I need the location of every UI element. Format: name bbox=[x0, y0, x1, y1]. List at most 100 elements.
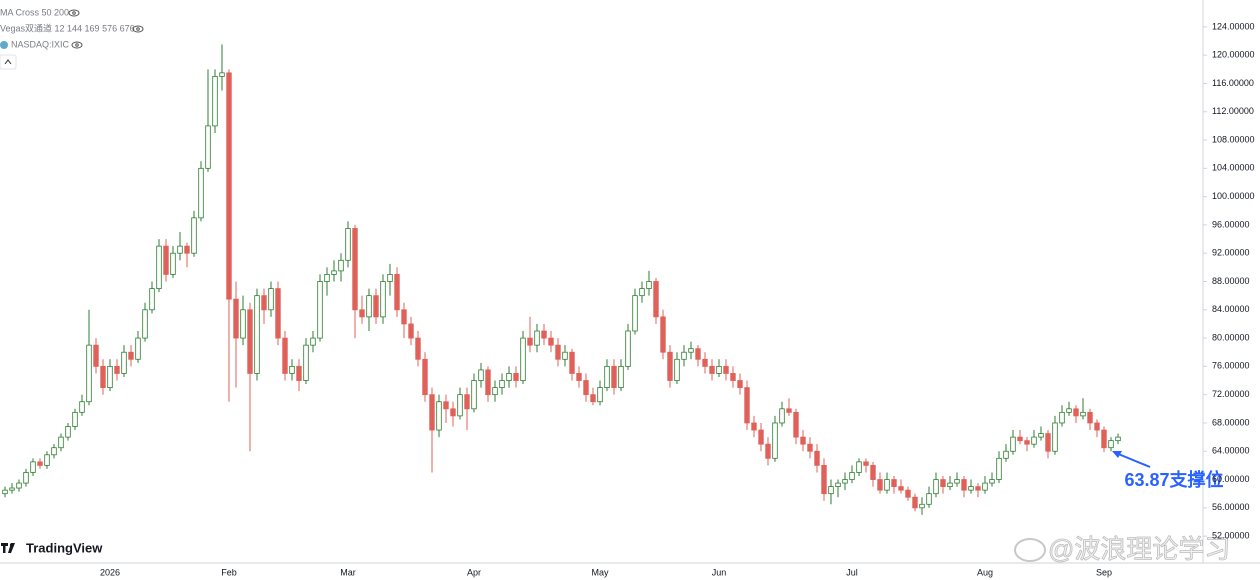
watermark-text: @波浪理论学习 bbox=[1048, 534, 1230, 564]
candle-body bbox=[226, 72, 232, 300]
candle-body bbox=[1038, 433, 1044, 438]
candle-body bbox=[345, 228, 351, 261]
candle-body bbox=[737, 380, 743, 388]
candle-body bbox=[975, 486, 981, 491]
y-tick-label: 56.00000 bbox=[1212, 502, 1250, 512]
y-tick-label: 88.00000 bbox=[1212, 276, 1250, 286]
candle-body bbox=[765, 443, 771, 459]
y-tick-label: 72.00000 bbox=[1212, 389, 1250, 399]
x-tick-label: Jun bbox=[712, 567, 727, 577]
x-tick-label: Sep bbox=[1096, 567, 1112, 577]
candle-body bbox=[219, 72, 225, 77]
logo-dot bbox=[9, 543, 14, 547]
candle-body bbox=[23, 472, 29, 484]
candle-body bbox=[555, 344, 561, 360]
annotation-text: 63.87支撑位 bbox=[1124, 469, 1223, 490]
chevron bbox=[4, 59, 12, 65]
candle-body bbox=[142, 309, 148, 339]
candle-body bbox=[387, 274, 393, 282]
candle-body bbox=[982, 482, 988, 491]
candle-body bbox=[758, 429, 764, 445]
candle-body bbox=[198, 167, 204, 219]
indicator-label: MA Cross 50 200 bbox=[0, 7, 69, 17]
candle-body bbox=[121, 351, 127, 374]
candle-body bbox=[667, 351, 673, 381]
candle-body bbox=[968, 486, 974, 491]
candle-body bbox=[261, 295, 267, 311]
candle-body bbox=[674, 358, 680, 381]
candle-body bbox=[1101, 429, 1107, 449]
candle-body bbox=[842, 479, 848, 484]
candle-body bbox=[317, 281, 323, 339]
candle-body bbox=[268, 288, 274, 311]
candle-body bbox=[583, 380, 589, 396]
arrow-head bbox=[1112, 451, 1122, 458]
candle-body bbox=[688, 348, 694, 353]
candle-body bbox=[135, 337, 141, 360]
candle-body bbox=[93, 344, 99, 367]
annotation: 63.87支撑位 bbox=[1112, 451, 1224, 490]
candle-body bbox=[877, 479, 883, 491]
candle-body bbox=[632, 295, 638, 332]
candle-body bbox=[2, 489, 8, 495]
candle-body bbox=[891, 479, 897, 488]
candle-body bbox=[443, 401, 449, 410]
watermark: @波浪理论学习 bbox=[1014, 533, 1231, 564]
candle-body bbox=[660, 316, 666, 353]
y-tick-label: 112.00000 bbox=[1212, 106, 1254, 116]
y-tick-label: 68.00000 bbox=[1212, 417, 1250, 427]
candle-body bbox=[128, 351, 134, 360]
candle-body bbox=[695, 348, 701, 360]
candle-body bbox=[30, 461, 36, 473]
collapse-button[interactable] bbox=[0, 54, 17, 70]
candle-body bbox=[884, 479, 890, 491]
x-tick-label: 2026 bbox=[100, 567, 120, 577]
candle-body bbox=[296, 365, 302, 381]
candle-body bbox=[793, 411, 799, 438]
candle-body bbox=[772, 422, 778, 459]
candle-body bbox=[751, 422, 757, 431]
candle-body bbox=[863, 461, 869, 466]
candle-body bbox=[1073, 408, 1079, 417]
candle-body bbox=[709, 365, 715, 374]
candle-body bbox=[562, 351, 568, 360]
candle-body bbox=[114, 365, 120, 374]
candle-body bbox=[303, 344, 309, 381]
eye-icons[interactable] bbox=[68, 9, 144, 49]
candle-body bbox=[702, 358, 708, 367]
candle-body bbox=[1087, 411, 1093, 424]
legend: MA Cross 50 200 Vegas双通道 12 144 169 576 … bbox=[0, 7, 144, 70]
candle-body bbox=[639, 288, 645, 297]
candle-body bbox=[408, 323, 414, 339]
candle-body bbox=[807, 443, 813, 452]
candle-body bbox=[912, 496, 918, 509]
candle-body bbox=[828, 486, 834, 495]
candle-body bbox=[933, 479, 939, 495]
candle-body bbox=[380, 281, 386, 318]
candle-body bbox=[170, 252, 176, 275]
candle-body bbox=[835, 482, 841, 488]
x-tick-label: Aug bbox=[977, 567, 993, 577]
y-tick-label: 104.00000 bbox=[1212, 163, 1255, 173]
candle-body bbox=[79, 401, 85, 413]
candle-body bbox=[156, 245, 162, 289]
candle-body bbox=[352, 228, 358, 311]
candle-body bbox=[905, 489, 911, 498]
candle-body bbox=[1066, 408, 1072, 413]
y-tick-label: 124.00000 bbox=[1212, 21, 1255, 31]
x-tick-label: Jul bbox=[846, 567, 858, 577]
candle-body bbox=[401, 309, 407, 325]
candle-body bbox=[618, 365, 624, 388]
candle-body bbox=[527, 337, 533, 346]
y-tick-label: 76.00000 bbox=[1212, 361, 1250, 371]
candle-body bbox=[282, 337, 288, 374]
candle-body bbox=[520, 337, 526, 381]
weibo-icon bbox=[1014, 538, 1046, 562]
candle-body bbox=[72, 411, 78, 427]
candle-body bbox=[723, 365, 729, 374]
y-tick-label: 96.00000 bbox=[1212, 219, 1250, 229]
candle-body bbox=[1059, 411, 1065, 424]
x-tick-label: May bbox=[591, 567, 609, 577]
